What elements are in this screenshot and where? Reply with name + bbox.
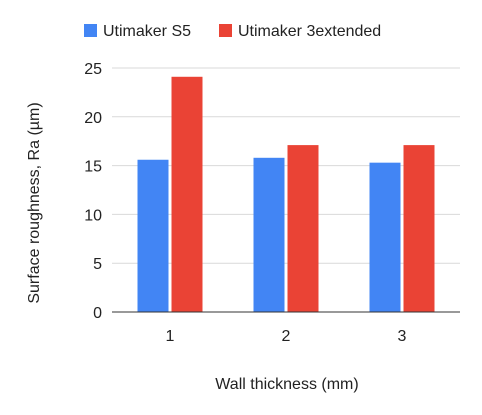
bar-utimaker-3extended-1	[171, 76, 203, 312]
gridlines	[112, 67, 460, 264]
bar-utimaker-s5-1	[137, 159, 169, 312]
y-tick-label: 25	[84, 61, 102, 78]
y-tick-label: 0	[93, 305, 102, 322]
y-tick-label: 20	[84, 110, 102, 127]
y-tick-label: 5	[93, 256, 102, 273]
x-axis-ticks: 1 2 3	[166, 328, 407, 345]
bar-utimaker-s5-3	[369, 162, 401, 312]
y-tick-label: 10	[84, 207, 102, 224]
y-tick-label: 15	[84, 159, 102, 176]
x-tick-label: 2	[282, 328, 291, 345]
legend-label-utimaker-3extended: Utimaker 3extended	[238, 23, 381, 40]
bar-utimaker-3extended-2	[287, 145, 319, 312]
x-tick-label: 3	[398, 328, 407, 345]
y-axis-ticks: 0 5 10 15 20 25	[84, 61, 102, 322]
bar-utimaker-3extended-3	[403, 145, 435, 312]
legend-label-utimaker-s5: Utimaker S5	[103, 23, 191, 40]
legend: Utimaker S5 Utimaker 3extended	[84, 23, 381, 40]
y-axis-title: Surface roughness, Ra (µm)	[26, 102, 43, 303]
legend-swatch-utimaker-s5	[84, 24, 97, 37]
x-tick-label: 1	[166, 328, 175, 345]
legend-swatch-utimaker-3extended	[219, 24, 232, 37]
x-axis-title: Wall thickness (mm)	[215, 376, 358, 393]
bar-utimaker-s5-2	[253, 157, 285, 312]
bars	[137, 76, 435, 312]
